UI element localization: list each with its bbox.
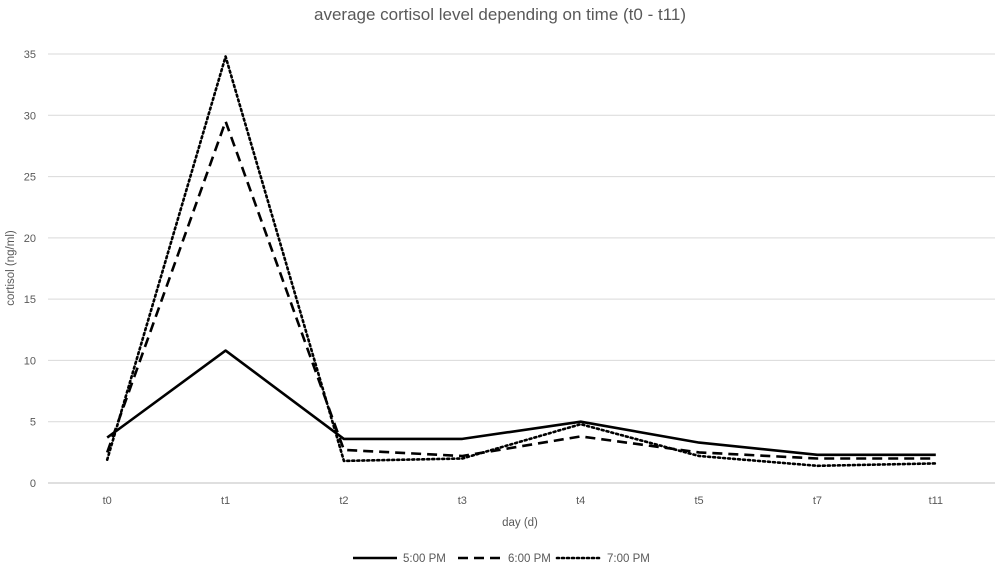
legend-label: 5:00 PM (403, 553, 446, 565)
y-tick-label: 35 (24, 49, 36, 61)
legend-label: 6:00 PM (508, 553, 551, 565)
legend: 5:00 PM 6:00 PM 7:00 PM (353, 553, 650, 565)
x-tick-label: t3 (458, 495, 467, 507)
x-tick-label: t4 (576, 495, 585, 507)
chart-title: average cortisol level depending on time… (314, 5, 686, 24)
x-tick-label: t0 (103, 495, 112, 507)
x-tick-label: t11 (929, 495, 943, 507)
y-tick-label: 10 (24, 355, 36, 367)
x-tick-label: t5 (694, 495, 703, 507)
x-axis-ticks: t0 t1 t2 t3 t4 t5 t7 t11 (103, 495, 943, 507)
y-tick-label: 30 (24, 110, 36, 122)
series-line-dotted (105, 55, 938, 468)
x-tick-label: t1 (221, 495, 230, 507)
y-tick-label: 25 (24, 172, 36, 184)
y-tick-label: 5 (30, 417, 36, 429)
y-tick-label: 20 (24, 233, 36, 245)
series-line-dashed (105, 120, 936, 460)
series-line-solid (106, 349, 936, 457)
x-axis-title: day (d) (502, 517, 538, 529)
y-tick-label: 0 (30, 478, 36, 490)
y-tick-label: 15 (24, 294, 36, 306)
x-tick-label: t2 (339, 495, 348, 507)
y-axis-title: cortisol (ng/ml) (5, 230, 17, 306)
y-axis-ticks: 0 5 10 15 20 25 30 35 (24, 49, 36, 490)
x-tick-label: t7 (813, 495, 822, 507)
series-lines (105, 55, 938, 468)
gridlines (48, 53, 995, 484)
legend-label: 7:00 PM (607, 553, 650, 565)
